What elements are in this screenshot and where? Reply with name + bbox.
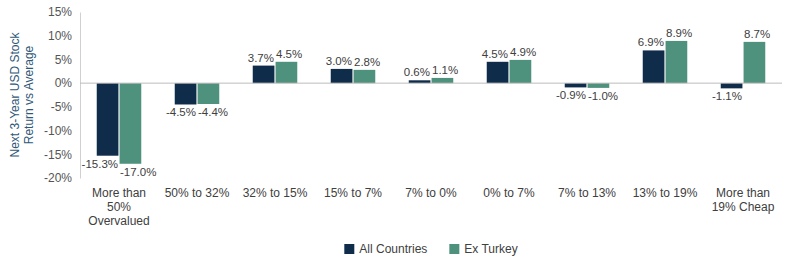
x-tick: 7% to 13% bbox=[558, 178, 616, 200]
bar bbox=[588, 83, 610, 88]
y-tick: 0% bbox=[55, 76, 80, 90]
bar bbox=[331, 69, 353, 83]
data-label: -1.0% bbox=[588, 90, 618, 102]
bar bbox=[175, 83, 197, 104]
x-tick: 32% to 15% bbox=[243, 178, 308, 200]
x-tick-label: 15% to 7% bbox=[324, 186, 382, 200]
y-axis-title: Next 3-Year USD StockReturn vs Average bbox=[8, 32, 36, 158]
y-tick: 15% bbox=[48, 5, 80, 19]
data-label: 2.8% bbox=[354, 56, 380, 68]
x-tick: 50% to 32% bbox=[165, 178, 230, 200]
x-tick-label: 50% to 32% bbox=[165, 186, 230, 200]
x-tick-label: More than19% Cheap bbox=[712, 186, 775, 214]
data-label: 1.1% bbox=[432, 64, 458, 76]
y-tick: 10% bbox=[48, 29, 80, 43]
legend-swatch bbox=[344, 244, 354, 254]
x-axis: More than50%Overvalued 50% to 32% 32% to 1… bbox=[81, 178, 783, 228]
zero-line bbox=[80, 83, 782, 84]
x-tick: 15% to 7% bbox=[324, 178, 382, 200]
x-tick-label: 0% to 7% bbox=[483, 186, 535, 200]
data-labels: -15.3% -4.5% 3.7% 3.0% 0.6% 4.5% -0.9% 6.9% -1.1… bbox=[82, 27, 771, 178]
data-label: -4.5% bbox=[166, 106, 196, 118]
y-tick-label: -15% bbox=[44, 148, 72, 162]
x-tick: 7% to 0% bbox=[405, 178, 457, 200]
bar bbox=[276, 62, 298, 83]
legend-item: Ex Turkey bbox=[449, 242, 517, 256]
bar bbox=[97, 83, 119, 156]
data-label: -17.0% bbox=[120, 166, 156, 178]
bar bbox=[253, 66, 275, 84]
data-label: 3.7% bbox=[248, 52, 274, 64]
y-tick-label: 0% bbox=[55, 76, 73, 90]
bar bbox=[565, 83, 587, 87]
data-label: 0.6% bbox=[404, 66, 430, 78]
x-tick-label: 13% to 19% bbox=[633, 186, 698, 200]
data-label: 3.0% bbox=[326, 55, 352, 67]
data-label: -15.3% bbox=[82, 158, 118, 170]
bar bbox=[432, 78, 454, 83]
x-tick-label: More than50%Overvalued bbox=[88, 186, 149, 229]
legend: All Countries Ex Turkey bbox=[344, 242, 517, 256]
x-tick: 13% to 19% bbox=[633, 178, 698, 200]
y-tick: -5% bbox=[51, 100, 80, 114]
y-axis: -20% -15% -10% -5% 0% 5% 10% 15% bbox=[44, 5, 81, 185]
x-tick-label: 32% to 15% bbox=[243, 186, 308, 200]
y-axis-line bbox=[80, 13, 81, 179]
y-tick: -10% bbox=[44, 124, 80, 138]
y-tick-label: -20% bbox=[44, 171, 72, 185]
bar bbox=[487, 62, 509, 83]
y-tick: 5% bbox=[55, 53, 80, 67]
bar bbox=[666, 41, 688, 83]
chart: -20% -15% -10% -5% 0% 5% 10% 15% -15.3% -4.5% 3.7%… bbox=[0, 0, 790, 262]
data-label: -4.4% bbox=[198, 106, 228, 118]
x-tick-label: 7% to 13% bbox=[558, 186, 616, 200]
data-label: 6.9% bbox=[638, 36, 664, 48]
data-label: 4.5% bbox=[276, 48, 302, 60]
legend-item: All Countries bbox=[344, 242, 427, 256]
bar bbox=[510, 60, 532, 83]
x-tick: More than19% Cheap bbox=[712, 178, 775, 214]
legend-label: Ex Turkey bbox=[464, 242, 517, 256]
data-label: 8.9% bbox=[666, 27, 692, 39]
y-tick-label: -5% bbox=[51, 100, 73, 114]
bar bbox=[354, 70, 376, 83]
data-label: 8.7% bbox=[744, 28, 770, 40]
legend-label: All Countries bbox=[359, 242, 427, 256]
data-label: -0.9% bbox=[556, 89, 586, 101]
y-tick: -20% bbox=[44, 171, 80, 185]
legend-swatch bbox=[449, 244, 459, 254]
x-tick-label: 7% to 0% bbox=[405, 186, 457, 200]
y-tick-label: -10% bbox=[44, 124, 72, 138]
bar bbox=[643, 50, 665, 83]
x-tick: More than50%Overvalued bbox=[88, 178, 149, 228]
y-tick-label: 5% bbox=[55, 53, 73, 67]
y-tick: -15% bbox=[44, 148, 80, 162]
x-axis-line bbox=[81, 178, 783, 179]
bar bbox=[198, 83, 220, 104]
y-tick-label: 15% bbox=[48, 5, 72, 19]
data-label: 4.5% bbox=[482, 48, 508, 60]
x-tick: 0% to 7% bbox=[483, 178, 535, 200]
bar bbox=[744, 42, 766, 83]
y-tick-label: 10% bbox=[48, 29, 72, 43]
data-label: 4.9% bbox=[510, 46, 536, 58]
bars bbox=[97, 41, 766, 164]
plot: -20% -15% -10% -5% 0% 5% 10% 15% -15.3% -4.5% 3.7%… bbox=[44, 5, 783, 228]
data-label: -1.1% bbox=[712, 90, 742, 102]
bar bbox=[120, 83, 142, 164]
bar bbox=[721, 83, 743, 88]
